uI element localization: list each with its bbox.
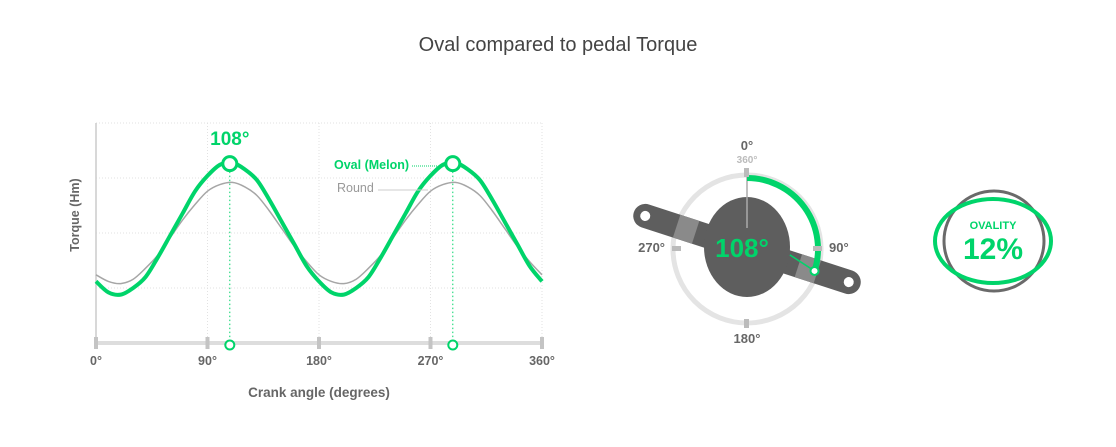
y-axis-label: Torque (Hm): [68, 178, 82, 251]
peak-marker: [221, 155, 239, 173]
angle-marker: [809, 265, 820, 276]
chainring-oval: [704, 197, 790, 297]
pedal-hole-icon: [843, 277, 854, 288]
legend-oval: Oval (Melon): [334, 158, 409, 172]
ovality-value: 12%: [963, 233, 1023, 266]
series-oval-line: [94, 160, 544, 297]
x-tick-label: 270°: [418, 354, 444, 368]
gauge-label-90: 90°: [829, 240, 849, 255]
x-tick-label: 360°: [529, 354, 555, 368]
x-tick-label: 180°: [306, 354, 332, 368]
crank-gauge: 108° 0° 360° 90° 180° 270°: [633, 138, 861, 346]
gauge-label-270: 270°: [638, 240, 665, 255]
gauge-angle-value: 108°: [715, 233, 769, 263]
x-axis-label: Crank angle (degrees): [248, 385, 390, 400]
x-tick: [317, 337, 321, 349]
x-tick: [94, 337, 98, 349]
gauge-label-360: 360°: [737, 155, 758, 166]
gauge-label-180: 180°: [734, 331, 761, 346]
ovality-badge: OVALITY 12%: [933, 189, 1053, 293]
x-tick: [540, 337, 544, 349]
gauge-label-0: 0°: [741, 138, 753, 153]
peak-label: 108°: [210, 129, 249, 150]
legend-round: Round: [337, 181, 374, 195]
peak-marker: [444, 155, 462, 173]
grid: [95, 122, 543, 344]
gauge-angle-arc: [746, 175, 821, 272]
peak-axis-marker: [447, 339, 459, 351]
peak-axis-marker: [224, 339, 236, 351]
x-tick-label: 0°: [90, 354, 102, 368]
pedal-hole-icon: [640, 210, 651, 221]
x-tick-label: 90°: [198, 354, 217, 368]
round-circle: [942, 189, 1046, 293]
x-tick: [428, 337, 433, 349]
x-tick: [205, 337, 210, 349]
chart-title: Oval compared to pedal Torque: [418, 34, 698, 56]
oval-ellipse: [933, 197, 1053, 285]
ovality-label: OVALITY: [970, 220, 1018, 232]
